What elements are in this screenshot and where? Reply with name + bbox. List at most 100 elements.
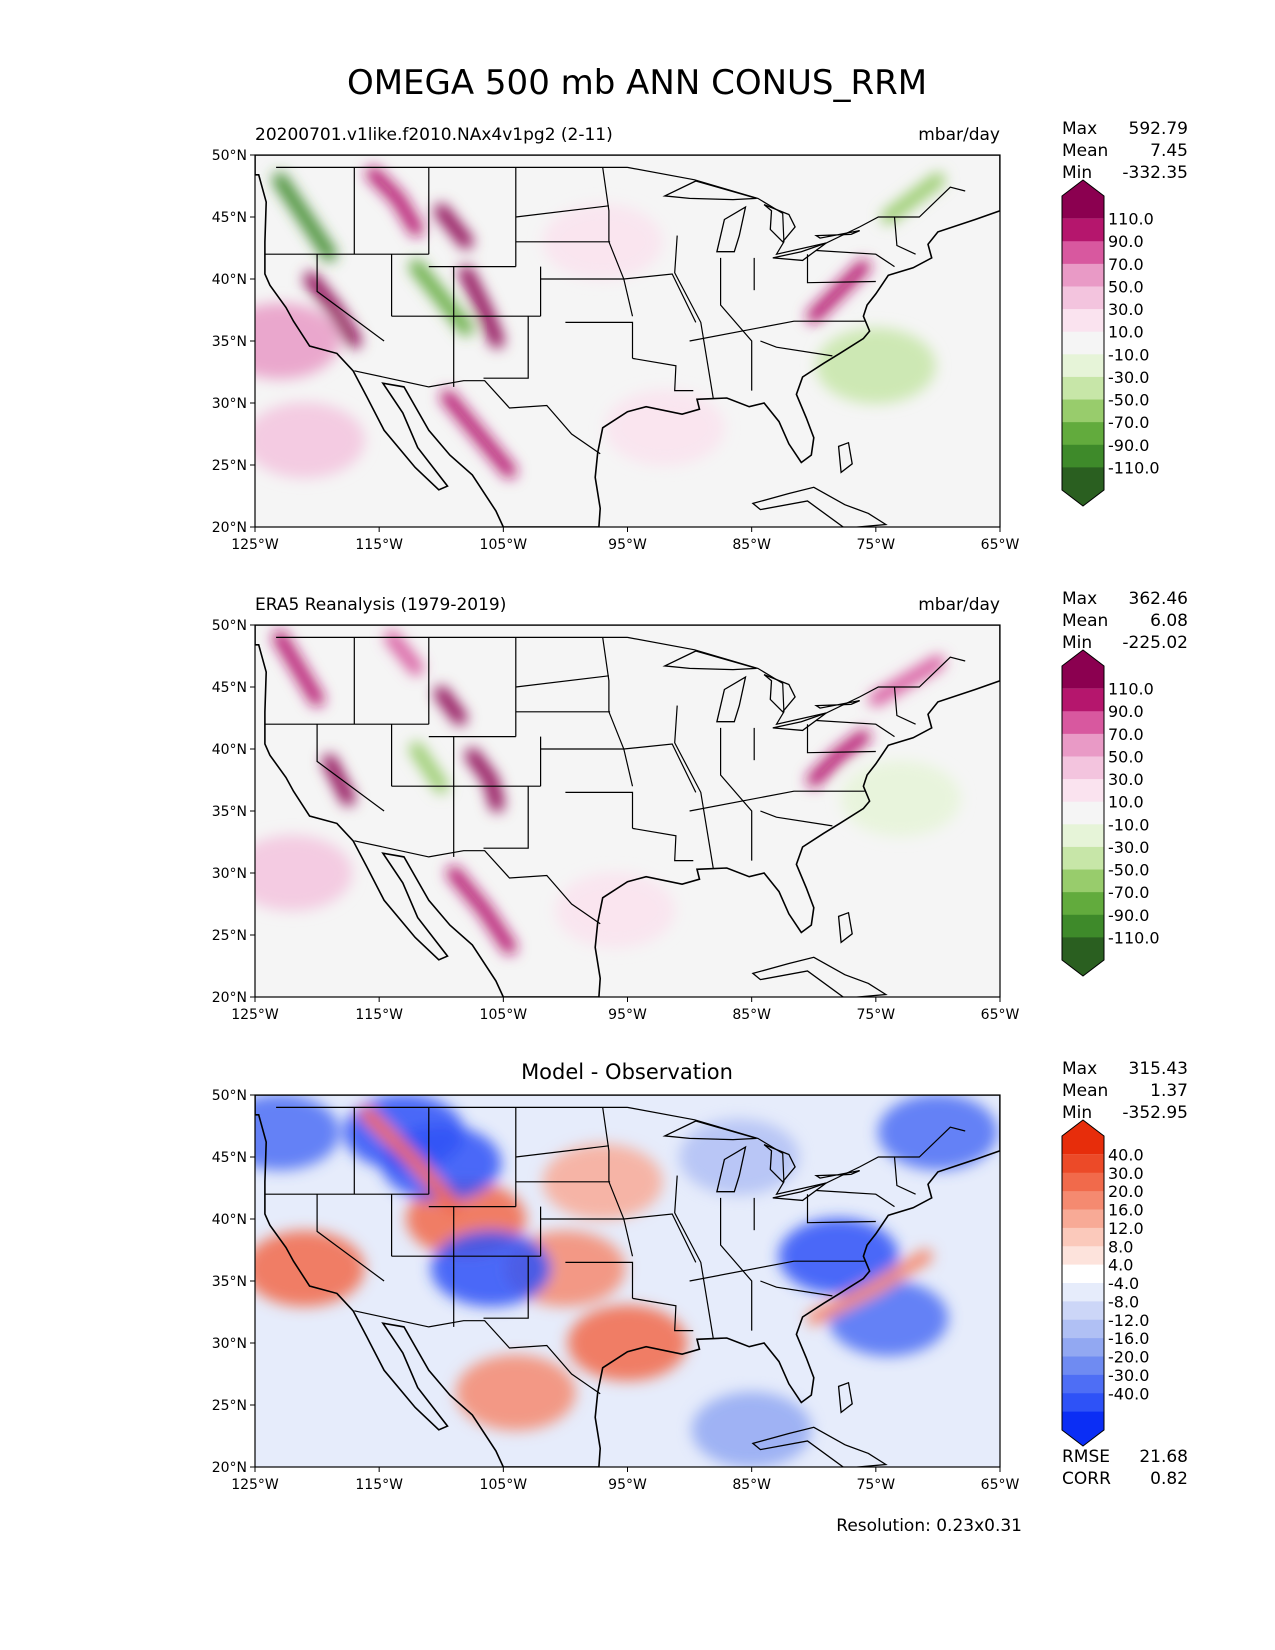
colorbar: 110.0 90.0 70.0 50.0 30.0 10.0 -10.0 -30.0 -50.0… bbox=[1061, 649, 1160, 977]
field-blob bbox=[255, 402, 365, 479]
colorbar-swatch bbox=[1062, 444, 1104, 468]
colorbar-swatch bbox=[1062, 1393, 1104, 1413]
data-field bbox=[255, 1095, 998, 1467]
stat-corr-label: CORR bbox=[1062, 1469, 1111, 1489]
field-blob bbox=[255, 1230, 365, 1307]
y-tick-label: 35°N bbox=[212, 804, 247, 820]
field-ridge bbox=[409, 742, 449, 794]
stat-max-value: 362.46 bbox=[1129, 589, 1188, 609]
lake-outline bbox=[716, 675, 747, 723]
field-ridge bbox=[806, 259, 871, 324]
stat-min-value: -225.02 bbox=[1122, 633, 1188, 653]
map-area bbox=[255, 625, 1000, 997]
y-tick-label: 50°N bbox=[212, 148, 247, 164]
state-border bbox=[602, 637, 634, 787]
y-tick-label: 20°N bbox=[212, 1460, 247, 1476]
colorbar-extend-top bbox=[1062, 650, 1104, 689]
state-border bbox=[816, 719, 895, 738]
island-outline bbox=[837, 911, 853, 944]
state-border bbox=[515, 1145, 609, 1158]
colorbar: 40.030.020.016.012.08.04.0-4.0-8.0-12.0-… bbox=[1061, 1119, 1149, 1447]
stat-rmse-label: RMSE bbox=[1062, 1447, 1110, 1467]
state-border bbox=[354, 370, 601, 455]
colorbar-label: 70.0 bbox=[1108, 725, 1144, 744]
x-tick-label: 105°W bbox=[480, 1007, 528, 1023]
colorbar-swatch bbox=[1062, 824, 1104, 848]
field-ridge bbox=[272, 172, 337, 262]
field-ridge bbox=[303, 272, 362, 348]
colorbar-swatch bbox=[1062, 1301, 1104, 1321]
state-border bbox=[623, 1213, 697, 1263]
state-border bbox=[632, 1297, 694, 1332]
coastline bbox=[255, 625, 1000, 997]
colorbar-swatch bbox=[1062, 1283, 1104, 1302]
stat-min-label: Min bbox=[1062, 163, 1092, 183]
x-tick-label: 65°W bbox=[981, 1007, 1020, 1023]
colorbar-label: 110.0 bbox=[1108, 680, 1154, 699]
colorbar-label: -90.0 bbox=[1108, 436, 1149, 455]
state-border bbox=[760, 340, 833, 357]
x-tick-label: 125°W bbox=[231, 1007, 279, 1023]
state-border bbox=[515, 205, 609, 218]
panel-title: Model - Observation bbox=[521, 1060, 733, 1084]
colorbar-label: 90.0 bbox=[1108, 702, 1144, 721]
x-tick-label: 115°W bbox=[355, 537, 403, 553]
state-border bbox=[483, 1256, 529, 1319]
colorbar-swatch bbox=[1062, 1338, 1104, 1357]
lake-outline bbox=[716, 205, 747, 253]
state-border bbox=[483, 316, 529, 379]
state-border bbox=[627, 166, 966, 256]
island-outline bbox=[751, 1426, 888, 1467]
colorbar-label: 20.0 bbox=[1108, 1182, 1144, 1201]
y-tick-label: 45°N bbox=[212, 1150, 247, 1166]
colorbar-swatch bbox=[1062, 869, 1104, 893]
field-blob bbox=[255, 835, 353, 911]
panel-units: mbar/day bbox=[918, 595, 1000, 615]
field-ridge bbox=[446, 866, 517, 955]
state-border bbox=[623, 743, 697, 793]
state-border bbox=[316, 724, 385, 812]
lake-outline bbox=[763, 203, 796, 243]
field-blob bbox=[255, 1095, 340, 1171]
colorbar-swatch bbox=[1062, 1172, 1104, 1192]
state-border bbox=[674, 705, 714, 869]
island-outline bbox=[837, 441, 853, 474]
field-ridge bbox=[806, 729, 871, 787]
state-border bbox=[515, 675, 609, 688]
island-outline bbox=[751, 486, 888, 527]
y-tick-label: 30°N bbox=[212, 396, 247, 412]
state-border bbox=[316, 254, 385, 342]
colorbar-label: -10.0 bbox=[1108, 815, 1149, 834]
colorbar-outline bbox=[1061, 649, 1105, 977]
colorbar-swatch bbox=[1062, 376, 1104, 401]
colorbar-label: 90.0 bbox=[1108, 232, 1144, 251]
x-tick-label: 95°W bbox=[608, 537, 647, 553]
y-tick-label: 45°N bbox=[212, 680, 247, 696]
x-tick-label: 75°W bbox=[856, 1007, 895, 1023]
stat-max-label: Max bbox=[1062, 589, 1097, 609]
colorbar-label: -50.0 bbox=[1108, 391, 1149, 410]
colorbar: 110.0 90.0 70.0 50.0 30.0 10.0 -10.0 -30.0 -50.0… bbox=[1061, 179, 1160, 507]
colorbar-swatch bbox=[1062, 1154, 1104, 1174]
colorbar-extend-top bbox=[1062, 180, 1104, 219]
y-tick-label: 20°N bbox=[212, 520, 247, 536]
field-blob bbox=[604, 389, 725, 466]
colorbar-label: -30.0 bbox=[1108, 368, 1149, 387]
y-tick-label: 50°N bbox=[212, 618, 247, 634]
colorbar-label: -70.0 bbox=[1108, 883, 1149, 902]
stat-min-value: -332.35 bbox=[1122, 163, 1188, 183]
colorbar-label: -12.0 bbox=[1108, 1311, 1149, 1330]
state-border bbox=[623, 273, 697, 323]
colorbar-label: -50.0 bbox=[1108, 861, 1149, 880]
colorbar-label: -30.0 bbox=[1108, 838, 1149, 857]
field-blob bbox=[679, 1119, 800, 1195]
state-border bbox=[354, 840, 601, 925]
panel-units: mbar/day bbox=[918, 125, 1000, 145]
x-tick-label: 65°W bbox=[981, 537, 1020, 553]
colorbar-label: -110.0 bbox=[1108, 458, 1160, 477]
colorbar-label: -10.0 bbox=[1108, 345, 1149, 364]
x-tick-label: 125°W bbox=[231, 537, 279, 553]
field-blob bbox=[691, 1391, 812, 1467]
colorbar-swatch bbox=[1062, 756, 1104, 780]
